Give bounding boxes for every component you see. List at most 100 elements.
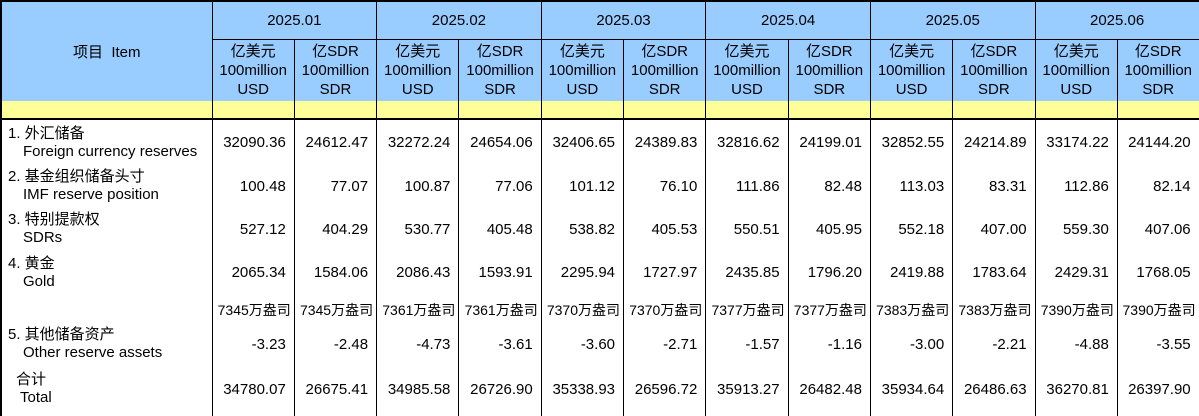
month-header: 2025.02 <box>376 1 542 40</box>
value-cell: -2.21 <box>952 326 1036 362</box>
value-cell: -4.88 <box>1034 326 1118 362</box>
row-label-empty <box>0 294 213 326</box>
gold-ounces-row: 7345万盎司 7345万盎司 7361万盎司 7361万盎司 7370万盎司 7370万… <box>0 294 1199 326</box>
unit-header-line: SDR <box>648 80 681 98</box>
unit-header-line: 亿美元 <box>230 42 276 60</box>
value-cell: 24144.20 <box>1116 119 1199 165</box>
value-cell: -3.00 <box>869 326 954 362</box>
value-cell: 82.48 <box>787 165 871 207</box>
unit-header-line: SDR <box>1142 80 1175 98</box>
unit-header-line: 100million <box>1124 61 1193 79</box>
value-cell: 77.06 <box>458 165 542 207</box>
value-cell: 76.10 <box>623 165 707 207</box>
value-cell: 100.87 <box>376 165 460 207</box>
value-cell: -1.57 <box>705 326 789 362</box>
value-cell: 7370万盎司 <box>623 294 707 326</box>
unit-header-sdr: 亿SDR 100million SDR <box>458 39 542 101</box>
value-cell: 527.12 <box>211 207 295 251</box>
table-body: 1. 外汇储备 Foreign currency reserves 32090.36… <box>0 119 1199 416</box>
row-label-chinese: 2. 基金组织储备头寸 <box>8 168 145 185</box>
value-cell: 1593.91 <box>458 251 542 294</box>
value-cell: 32090.36 <box>211 119 295 165</box>
separator-band-cell <box>623 101 707 120</box>
value-cell: 407.06 <box>1116 207 1199 251</box>
value-cell: -3.55 <box>1116 326 1199 362</box>
value-cell: 112.86 <box>1034 165 1118 207</box>
unit-header-usd: 亿美元 100million USD <box>376 39 460 101</box>
row-label-english: Other reserve assets <box>23 344 163 361</box>
value-cell: 7370万盎司 <box>540 294 625 326</box>
value-cell: 36270.81 <box>1034 362 1118 416</box>
value-cell: 552.18 <box>869 207 954 251</box>
value-cell: 24654.06 <box>458 119 542 165</box>
table-row: 3. 特别提款权 SDRs 527.12 404.29 530.77 405.48 538.… <box>0 207 1199 251</box>
unit-header-sdr: 亿SDR 100million SDR <box>1116 39 1199 101</box>
table-row: 4. 黄金 Gold 2065.34 1584.06 2086.43 1593.91 229… <box>0 251 1199 294</box>
separator-band-cell <box>540 101 625 120</box>
value-cell: 34780.07 <box>211 362 295 416</box>
value-cell: 77.07 <box>293 165 378 207</box>
value-cell: 550.51 <box>705 207 789 251</box>
value-cell: 7361万盎司 <box>376 294 460 326</box>
table-row: 2. 基金组织储备头寸 IMF reserve position 100.48 77.… <box>0 165 1199 207</box>
value-cell: 559.30 <box>1034 207 1118 251</box>
row-label-english: Gold <box>23 272 55 290</box>
value-cell: 407.00 <box>952 207 1036 251</box>
separator-band-cell <box>869 101 954 120</box>
row-label-english: SDRs <box>23 229 63 246</box>
value-cell: 34985.58 <box>376 362 460 416</box>
row-label-chinese: 1. 外汇储备 <box>8 124 85 142</box>
unit-header-line: USD <box>401 80 434 98</box>
value-cell: 7345万盎司 <box>211 294 295 326</box>
unit-header-line: 亿美元 <box>724 42 770 60</box>
row-label: 3. 特别提款权 SDRs <box>0 207 213 251</box>
value-cell: 405.53 <box>623 207 707 251</box>
value-cell: -2.71 <box>623 326 707 362</box>
unit-header-line: USD <box>237 80 269 98</box>
unit-header-line: 亿SDR <box>641 42 688 60</box>
separator-band-cell <box>1034 101 1118 120</box>
row-label-chinese: 3. 特别提款权 <box>8 211 100 228</box>
value-cell: 1783.64 <box>952 251 1036 294</box>
unit-header-line: 100million <box>548 61 617 79</box>
unit-header-line: 亿美元 <box>559 42 605 60</box>
table-row: 合计 Total 34780.07 26675.41 34985.58 26726.90 3… <box>0 362 1199 416</box>
value-cell: 2086.43 <box>376 251 460 294</box>
unit-header-line: 100million <box>383 61 452 79</box>
value-cell: 32852.55 <box>869 119 954 165</box>
separator-band-cell <box>705 101 789 120</box>
value-cell: 405.48 <box>458 207 542 251</box>
value-cell: 35338.93 <box>540 362 625 416</box>
month-header: 2025.03 <box>540 1 707 40</box>
value-cell: 2435.85 <box>705 251 789 294</box>
row-label: 4. 黄金 Gold <box>0 251 213 294</box>
unit-header-sdr: 亿SDR 100million SDR <box>623 39 707 101</box>
value-cell: 2419.88 <box>869 251 954 294</box>
unit-header-line: 亿SDR <box>970 42 1018 60</box>
row-label: 2. 基金组织储备头寸 IMF reserve position <box>0 165 213 207</box>
unit-header-line: 亿美元 <box>1053 42 1099 60</box>
unit-header-line: 100million <box>1042 61 1110 79</box>
value-cell: 26675.41 <box>293 362 378 416</box>
separator-band-cell <box>787 101 871 120</box>
unit-header-line: USD <box>566 80 599 98</box>
value-cell: 113.03 <box>869 165 954 207</box>
month-header: 2025.04 <box>705 1 871 40</box>
unit-header-usd: 亿美元 100million USD <box>1034 39 1118 101</box>
separator-band-cell <box>0 101 213 120</box>
unit-header-line: 100million <box>630 61 699 79</box>
value-cell: 24389.83 <box>623 119 707 165</box>
value-cell: 2429.31 <box>1034 251 1118 294</box>
separator-band-row <box>0 101 1199 120</box>
value-cell: -3.23 <box>211 326 295 362</box>
value-cell: 26486.63 <box>952 362 1036 416</box>
value-cell: -3.60 <box>540 326 625 362</box>
value-cell: 1768.05 <box>1116 251 1199 294</box>
separator-band-cell <box>952 101 1036 120</box>
value-cell: 7377万盎司 <box>705 294 789 326</box>
value-cell: -1.16 <box>787 326 871 362</box>
value-cell: -3.61 <box>458 326 542 362</box>
month-header: 2025.06 <box>1034 1 1199 40</box>
unit-header-usd: 亿美元 100million USD <box>211 39 295 101</box>
